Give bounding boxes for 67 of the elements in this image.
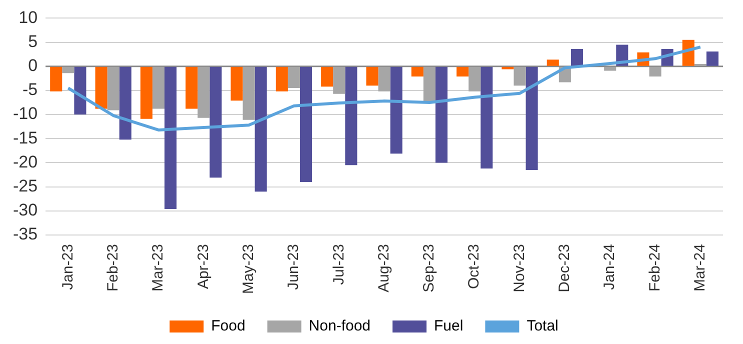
bar [333,66,346,94]
bar [95,66,108,109]
bar [456,66,469,76]
bar [468,66,481,92]
x-tick-label: Apr-23 [194,244,212,290]
bar [186,66,198,109]
bar [198,66,210,118]
bar [119,66,132,140]
bar [62,66,74,74]
y-tick-label: 5 [28,32,38,51]
bar [107,66,120,110]
bar [288,66,300,88]
x-tick-label: Jul-23 [330,244,348,285]
y-tick-label: -5 [22,80,38,100]
bar [546,60,559,66]
x-tick-label: Dec-23 [556,244,574,292]
bar [411,66,424,76]
x-tick-label: Aug-23 [375,244,392,292]
y-tick-label: -20 [12,152,38,172]
y-tick-label: -35 [12,224,38,244]
bar [164,66,177,209]
bar [378,66,390,92]
bar [604,66,616,71]
x-tick-label: Mar-23 [150,244,167,292]
x-tick-label: Nov-23 [510,244,528,292]
bar [526,66,538,170]
legend-label: Total [526,318,558,335]
legend-label: Non-food [308,318,371,335]
bar [254,66,267,192]
x-tick-label: Mar-24 [692,244,709,292]
x-tick-label: Jan-24 [601,244,618,290]
y-tick-label: -25 [12,176,38,196]
bar [502,66,514,70]
bar [514,66,526,86]
x-tick-label: Sep-23 [420,244,438,292]
y-tick-label: -30 [12,200,38,220]
x-tick-label: Jun-23 [285,244,302,290]
bar [390,66,402,154]
legend-label: Food [211,318,246,335]
x-tick-label: Feb-24 [646,244,664,292]
bar [649,66,662,76]
bar [706,51,718,66]
x-tick-label: Feb-23 [104,244,122,292]
bar [50,66,62,92]
bar [435,66,448,163]
bar [152,66,164,109]
bar [321,66,334,87]
bar [74,66,86,115]
y-tick-label: -10 [12,104,38,124]
bar [480,66,493,169]
x-tick-label: Jan-23 [59,244,76,290]
y-tick-label: 0 [28,56,38,76]
bar [570,49,583,66]
bar [140,66,152,119]
x-tick-label: Oct-23 [466,244,483,289]
bar [242,66,255,120]
bar [276,66,288,92]
legend-label: Fuel [434,318,464,335]
bar [210,66,222,178]
bar [300,66,312,182]
y-tick-label: -15 [12,128,38,148]
bar [423,66,436,102]
bar [230,66,243,101]
bar [366,66,378,86]
x-tick-label: May-23 [240,244,257,294]
y-tick-label: 10 [18,8,38,27]
bar [345,66,358,166]
